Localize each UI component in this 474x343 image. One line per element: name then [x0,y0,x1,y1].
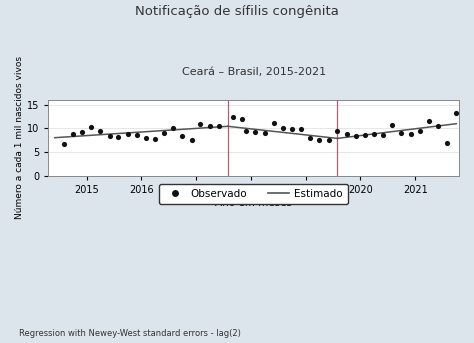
Point [398,130,405,136]
Point [325,138,332,143]
Point [443,140,451,145]
Point [298,127,305,132]
Point [106,133,113,138]
Point [425,119,433,124]
Point [169,126,177,131]
Point [238,116,246,122]
Point [87,124,95,130]
Point [407,131,415,137]
Point [133,132,141,137]
Point [69,131,77,137]
Point [388,122,396,127]
Point [60,141,67,146]
Point [151,136,159,142]
Y-axis label: Número a cada 1 mil nascidos vivos: Número a cada 1 mil nascidos vivos [15,57,24,220]
Point [361,132,369,137]
Text: Notificação de sífilis congênita: Notificação de sífilis congênita [135,5,339,18]
Point [279,126,286,131]
X-axis label: Ano em meses: Ano em meses [215,198,292,208]
Point [197,121,204,127]
Point [96,128,104,133]
Point [229,114,237,120]
Point [306,135,314,141]
Point [334,128,341,133]
Point [288,126,296,132]
Point [115,135,122,140]
Point [316,138,323,143]
Point [179,133,186,138]
Point [142,135,149,141]
Point [188,138,195,143]
Point [243,128,250,133]
Point [380,132,387,137]
Point [206,123,214,129]
Point [251,129,259,134]
Point [343,131,350,137]
Point [416,128,423,133]
Point [161,130,168,136]
Point [261,130,268,136]
Point [370,131,378,137]
Point [453,110,460,116]
Point [434,123,442,129]
Point [124,131,131,137]
Legend: Observado, Estimado: Observado, Estimado [159,184,348,204]
Point [215,123,223,129]
Text: Regression with Newey-West standard errors - lag(2): Regression with Newey-West standard erro… [19,329,241,338]
Point [78,130,86,135]
Title: Ceará – Brasil, 2015-2021: Ceará – Brasil, 2015-2021 [182,67,326,77]
Point [352,133,360,138]
Point [270,120,278,126]
